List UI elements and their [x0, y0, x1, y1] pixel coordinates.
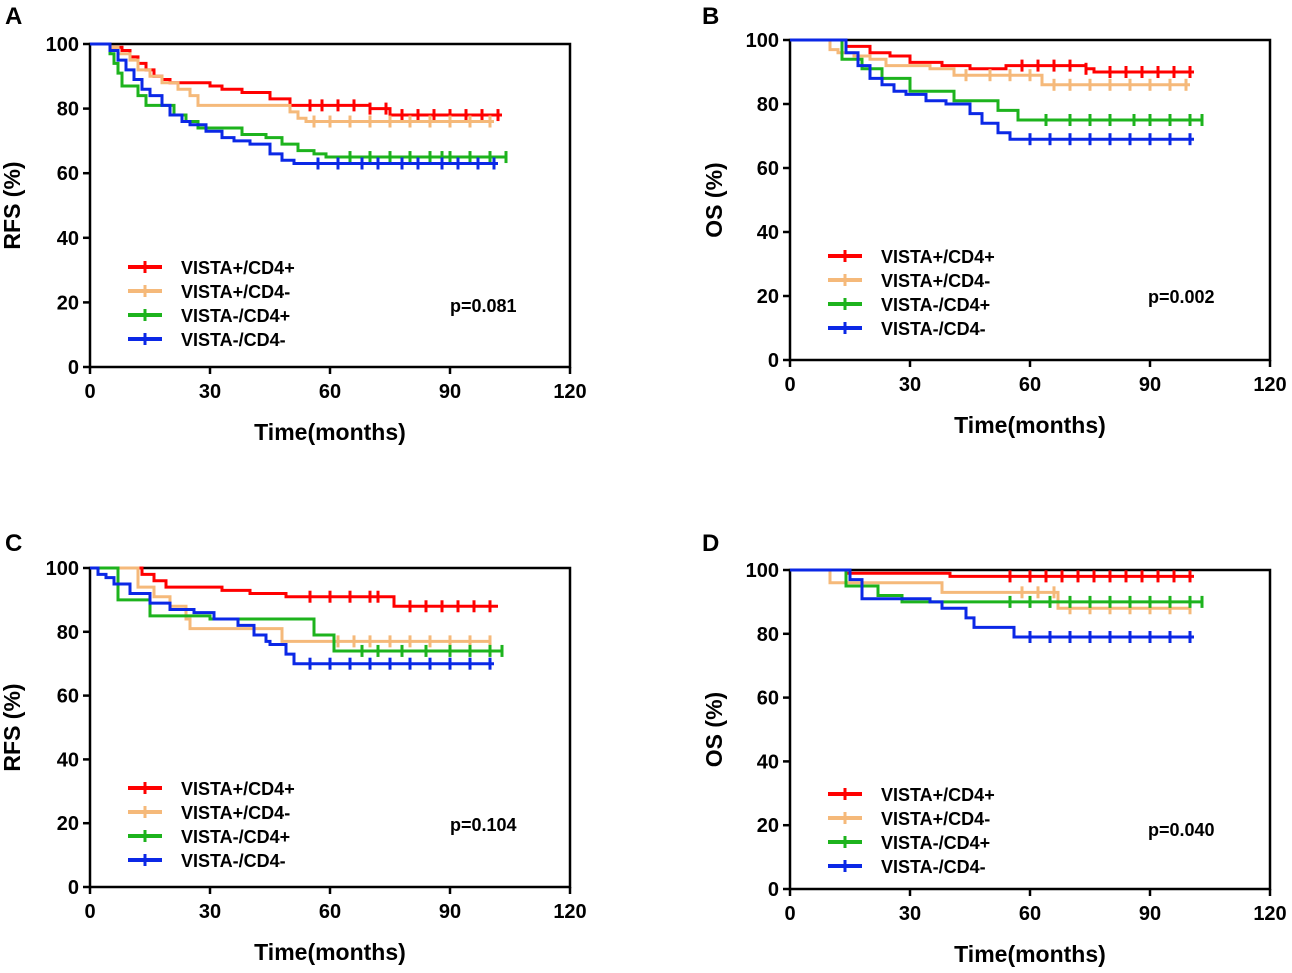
- series-line: [90, 566, 494, 666]
- series-line: [90, 566, 490, 643]
- x-tick-label: 120: [1253, 903, 1286, 925]
- panel-c: C 0 20 40 60 80 100 0 30 60 90 120 Time(months) RFS (…: [0, 530, 587, 965]
- series-line: [90, 42, 506, 159]
- x-axis-title: Time(months): [254, 939, 406, 965]
- y-tick-label: 80: [757, 624, 779, 646]
- panel-letter: A: [5, 3, 22, 30]
- y-tick-label: 0: [768, 350, 779, 372]
- y-tick-label: 40: [757, 751, 779, 773]
- panel-d: D 0 20 40 60 80 100 0 30 60 90 120 Time(months) OS (%…: [701, 530, 1287, 967]
- panel-letter: B: [702, 3, 719, 30]
- series-line: [790, 38, 1194, 141]
- x-tick-label: 30: [199, 901, 221, 923]
- legend-label: VISTA+/CD4-: [181, 803, 290, 823]
- legend-label: VISTA+/CD4+: [881, 785, 995, 805]
- y-tick-label: 20: [57, 292, 79, 314]
- y-axis-title: OS (%): [701, 692, 727, 767]
- series-line: [90, 566, 502, 653]
- y-tick-label: 20: [757, 286, 779, 308]
- legend-label: VISTA-/CD4+: [181, 827, 290, 847]
- y-tick-label: 40: [57, 749, 79, 771]
- x-tick-label: 120: [553, 381, 586, 403]
- y-tick-label: 80: [57, 622, 79, 644]
- x-axis-title: Time(months): [254, 419, 406, 445]
- x-tick-label: 90: [1139, 903, 1161, 925]
- x-tick-label: 0: [84, 901, 95, 923]
- y-axis-title: RFS (%): [0, 161, 25, 249]
- legend-label: VISTA+/CD4-: [181, 282, 290, 302]
- x-tick-label: 120: [1253, 374, 1286, 396]
- y-tick-label: 100: [746, 30, 779, 52]
- x-tick-label: 30: [199, 381, 221, 403]
- panel-letter: C: [5, 530, 22, 557]
- y-tick-label: 40: [757, 222, 779, 244]
- y-tick-label: 0: [768, 879, 779, 901]
- p-value: p=0.040: [1148, 820, 1215, 840]
- p-value: p=0.002: [1148, 287, 1215, 307]
- series-line: [790, 38, 1202, 122]
- series-line: [90, 566, 498, 608]
- y-axis-title: RFS (%): [0, 683, 25, 771]
- panel-letter: D: [702, 530, 719, 557]
- y-tick-label: 100: [46, 34, 79, 56]
- x-tick-label: 60: [1019, 374, 1041, 396]
- x-tick-label: 90: [439, 381, 461, 403]
- series-line: [790, 568, 1194, 639]
- legend-label: VISTA+/CD4-: [881, 271, 990, 291]
- x-axis-title: Time(months): [954, 941, 1106, 967]
- y-tick-label: 0: [68, 357, 79, 379]
- x-tick-label: 60: [1019, 903, 1041, 925]
- y-tick-label: 60: [57, 686, 79, 708]
- legend-label: VISTA-/CD4-: [881, 319, 986, 339]
- p-value: p=0.104: [450, 815, 517, 835]
- y-tick-label: 100: [746, 560, 779, 582]
- legend-label: VISTA-/CD4+: [881, 833, 990, 853]
- x-tick-label: 60: [319, 381, 341, 403]
- legend-label: VISTA+/CD4+: [881, 247, 995, 267]
- x-tick-label: 120: [553, 901, 586, 923]
- y-axis-title: OS (%): [701, 162, 727, 237]
- series-line: [90, 42, 498, 166]
- x-axis-title: Time(months): [954, 412, 1106, 438]
- x-tick-label: 90: [439, 901, 461, 923]
- x-tick-label: 0: [784, 374, 795, 396]
- legend-label: VISTA-/CD4+: [181, 306, 290, 326]
- y-tick-label: 0: [68, 877, 79, 899]
- legend-label: VISTA-/CD4-: [881, 857, 986, 877]
- x-tick-label: 0: [784, 903, 795, 925]
- y-tick-label: 80: [57, 99, 79, 121]
- legend-label: VISTA+/CD4+: [181, 258, 295, 278]
- legend-label: VISTA+/CD4+: [181, 779, 295, 799]
- p-value: p=0.081: [450, 296, 517, 316]
- y-tick-label: 20: [757, 815, 779, 837]
- legend-label: VISTA+/CD4-: [881, 809, 990, 829]
- y-tick-label: 60: [57, 163, 79, 185]
- y-tick-label: 40: [57, 228, 79, 250]
- y-tick-label: 80: [757, 94, 779, 116]
- panel-b: B 0 20 40 60 80 100 0 30 60 90 120 Time(months) OS (%…: [701, 3, 1287, 438]
- x-tick-label: 90: [1139, 374, 1161, 396]
- x-tick-label: 60: [319, 901, 341, 923]
- panel-a: A 0 20 40 60 80 100 0 30 60 90 120 Time(months) RFS (…: [0, 3, 587, 445]
- y-tick-label: 60: [757, 688, 779, 710]
- legend-label: VISTA-/CD4-: [181, 330, 286, 350]
- legend-label: VISTA-/CD4-: [181, 851, 286, 871]
- y-tick-label: 20: [57, 813, 79, 835]
- y-tick-label: 100: [46, 558, 79, 580]
- series-line: [790, 38, 1190, 87]
- x-tick-label: 0: [84, 381, 95, 403]
- y-tick-label: 60: [757, 158, 779, 180]
- x-tick-label: 30: [899, 374, 921, 396]
- x-tick-label: 30: [899, 903, 921, 925]
- legend-label: VISTA-/CD4+: [881, 295, 990, 315]
